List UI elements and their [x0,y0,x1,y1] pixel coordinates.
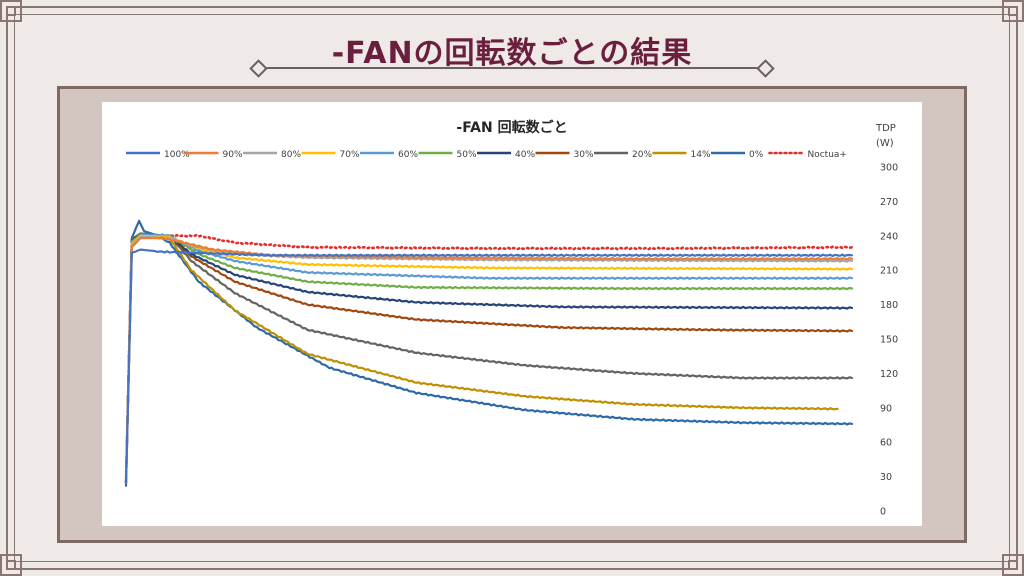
legend-entry: 60% [398,150,418,160]
y-axis-label: TDP [875,123,896,134]
frame-corner-ornament [0,554,22,576]
y-tick-label: 270 [880,197,898,208]
legend-entry: 40% [515,150,535,160]
y-tick-label: 210 [880,266,898,277]
legend-entry: 80% [281,150,301,160]
slide-frame-inner [14,14,1010,562]
series-line [124,232,854,484]
y-axis-label: (W) [876,138,894,149]
diamond-icon [249,59,268,78]
series-line [124,248,854,484]
y-tick-label: 60 [880,438,892,449]
legend-entry: 14% [691,150,711,160]
legend-entry: 90% [223,150,243,160]
legend-entry: 100% [164,150,190,160]
chart-title: -FAN 回転数ごと [456,119,567,136]
legend-entry: 70% [340,150,360,160]
legend-entry: 0% [749,150,764,160]
series-line [124,233,854,484]
legend-entry: 50% [457,150,477,160]
y-tick-label: 180 [880,300,898,311]
slide-frame-outer [6,6,1018,570]
series-line [124,233,854,484]
y-tick-label: 90 [880,403,892,414]
chart-card: -FAN 回転数ごと TDP (W) 100% 90% 80% 70% 60% 50% 40% 30… [102,102,922,526]
series-line [124,233,854,484]
legend-entry: 30% [574,150,594,160]
slide-title: -FANの回転数ごとの結果 [331,36,693,71]
series-line [124,234,854,484]
legend-entry: 20% [632,150,652,160]
title-underline [249,59,775,78]
tdp-line-chart: -FAN 回転数ごと TDP (W) 100% 90% 80% 70% 60% 50% 40% 30… [124,119,898,518]
series-line [124,219,854,487]
y-tick-label: 120 [880,369,898,380]
series-line [124,233,854,484]
y-tick-label: 0 [880,507,886,518]
series-line [124,235,854,484]
y-tick-label: 240 [880,231,898,242]
y-tick-label: 150 [880,335,898,346]
frame-corner-ornament [0,0,22,22]
series-line [124,232,839,484]
y-tick-label: 30 [880,472,892,483]
y-tick-label: 300 [880,163,898,174]
frame-corner-ornament [1002,0,1024,22]
diamond-icon [756,59,775,78]
series-line [124,233,854,484]
frame-corner-ornament [1002,554,1024,576]
legend-entry: Noctua+ [808,150,847,160]
